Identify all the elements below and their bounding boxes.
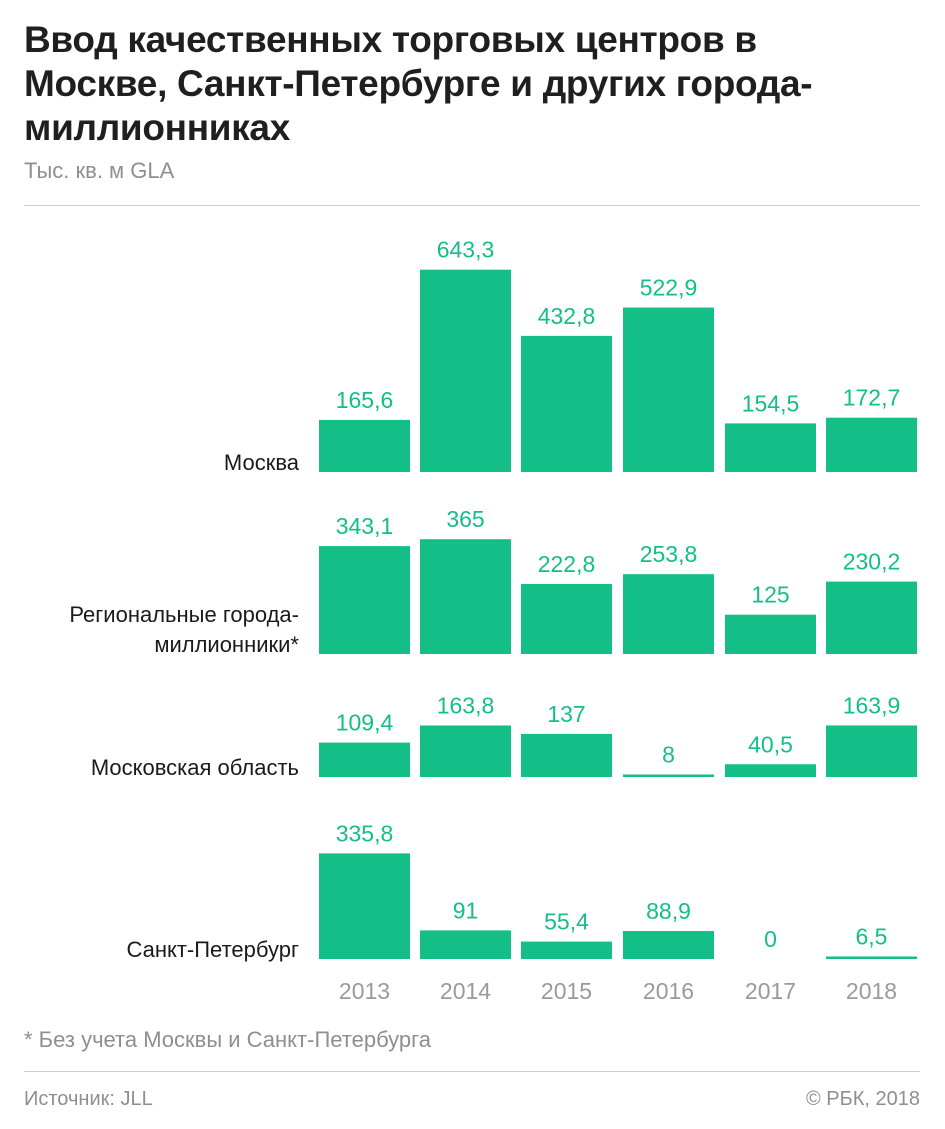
data-label: 343,1: [336, 513, 394, 539]
bar: [319, 853, 410, 959]
data-label: 163,9: [843, 692, 901, 718]
x-tick-label: 2017: [745, 978, 796, 1004]
group-label: Москва: [224, 450, 300, 475]
data-label: 8: [662, 741, 675, 767]
bar: [420, 269, 511, 472]
data-label: 6,5: [856, 924, 888, 950]
data-label: 154,5: [742, 390, 800, 416]
data-label: 165,6: [336, 387, 394, 413]
group-label: Московская область: [91, 755, 299, 780]
x-tick-label: 2015: [541, 978, 592, 1004]
data-label: 222,8: [538, 551, 596, 577]
group-label: миллионники*: [154, 632, 299, 657]
copyright-note: © РБК, 2018: [805, 1088, 920, 1110]
bar: [521, 733, 612, 777]
bar: [725, 764, 816, 777]
bar: [420, 930, 511, 959]
x-tick-label: 2013: [339, 978, 390, 1004]
data-label: 125: [751, 582, 789, 608]
data-label: 91: [453, 897, 479, 923]
bar: [521, 941, 612, 959]
bar: [725, 614, 816, 654]
data-label: 643,3: [437, 237, 495, 263]
footnote: * Без учета Москвы и Санкт-Петербурга: [24, 1027, 431, 1052]
group-label: Региональные города-: [69, 602, 299, 627]
data-label: 55,4: [544, 909, 589, 935]
data-label: 137: [547, 701, 585, 727]
data-label: 522,9: [640, 275, 698, 301]
bar: [725, 423, 816, 472]
bar: [623, 774, 714, 777]
bar: [623, 574, 714, 654]
header-divider: [24, 205, 920, 206]
bar: [319, 742, 410, 777]
bar: [826, 725, 917, 777]
bar: [420, 725, 511, 777]
bar: [826, 417, 917, 472]
bar: [319, 419, 410, 472]
source-note: Источник: JLL: [24, 1088, 153, 1110]
data-label: 365: [446, 506, 484, 532]
data-label: 172,7: [843, 385, 901, 411]
bar: [623, 307, 714, 472]
data-label: 163,8: [437, 692, 495, 718]
data-label: 253,8: [640, 541, 698, 567]
bar: [623, 931, 714, 959]
bar-chart: Москва 165,6 643,3 432,8 522,9 154,5 172,7 Реги…: [69, 237, 917, 1004]
x-tick-label: 2018: [846, 978, 897, 1004]
data-label: 0: [764, 926, 777, 952]
data-label: 109,4: [336, 710, 394, 736]
bar: [826, 956, 917, 959]
data-label: 230,2: [843, 549, 901, 575]
data-label: 40,5: [748, 731, 793, 757]
data-label: 432,8: [538, 303, 596, 329]
footer-divider: [24, 1071, 920, 1072]
bar: [521, 335, 612, 472]
chart-subtitle: Тыс. кв. м GLA: [24, 158, 175, 183]
bar: [420, 539, 511, 654]
data-label: 335,8: [336, 820, 394, 846]
bar: [826, 581, 917, 654]
x-tick-label: 2016: [643, 978, 694, 1004]
bar: [521, 583, 612, 654]
group-label: Санкт-Петербург: [126, 937, 299, 962]
x-tick-label: 2014: [440, 978, 491, 1004]
data-label: 88,9: [646, 898, 691, 924]
chart-title: Ввод качественных торговых центров в Мос…: [24, 19, 813, 148]
bar: [319, 546, 410, 654]
